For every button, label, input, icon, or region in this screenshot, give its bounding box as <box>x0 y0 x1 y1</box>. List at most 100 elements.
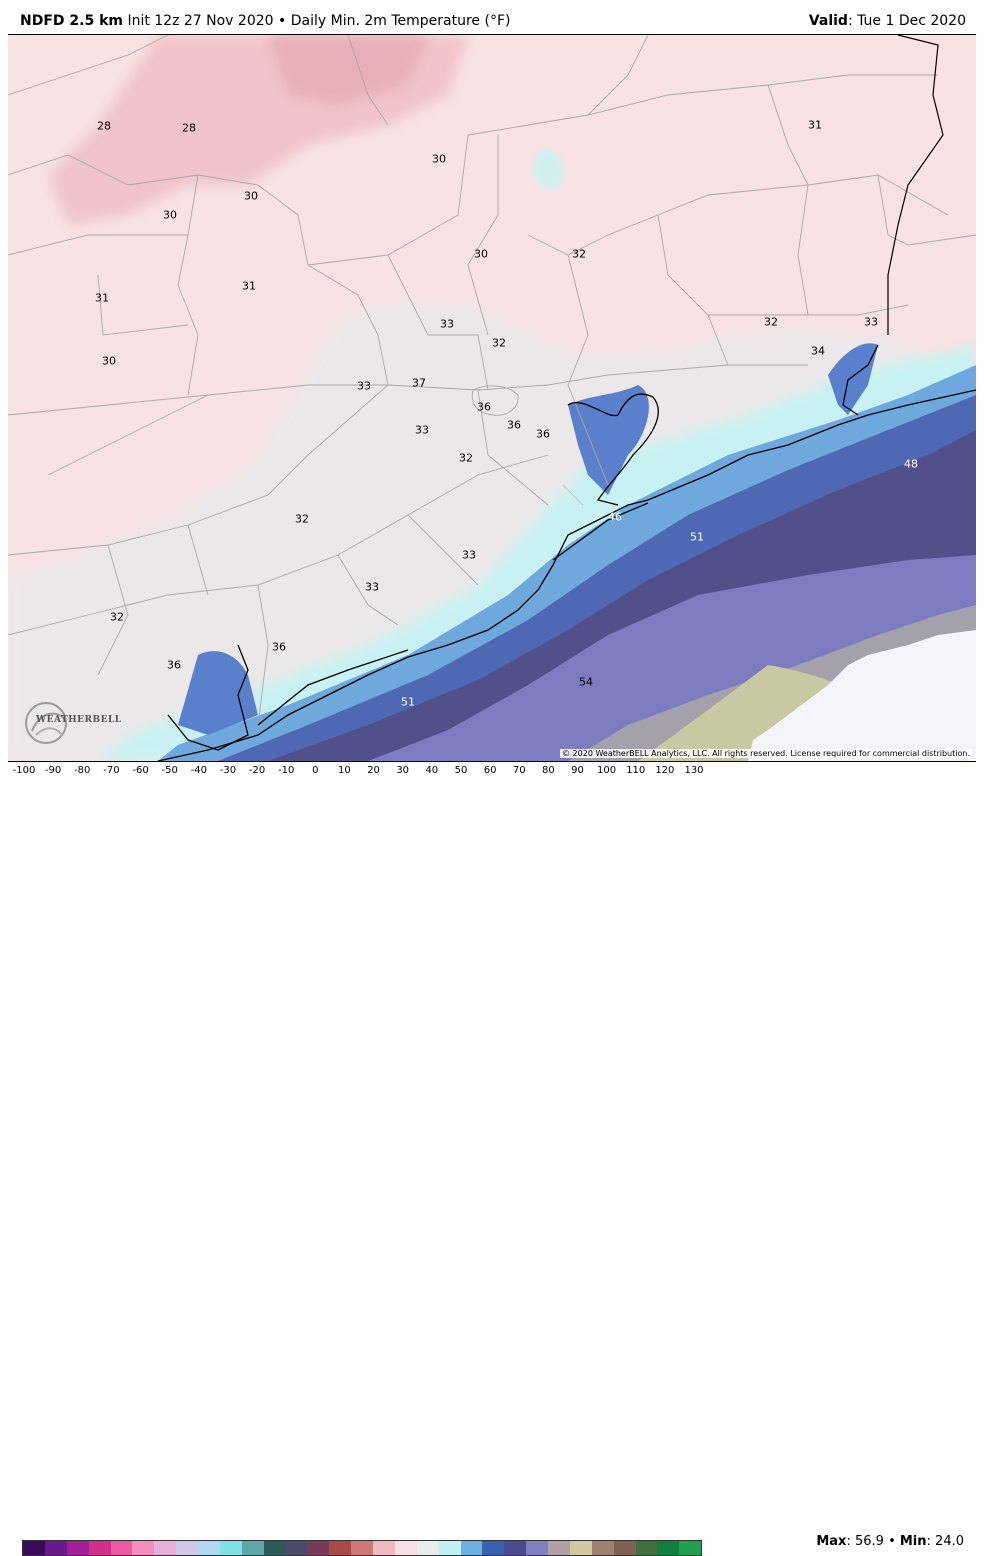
legend-tick-label: -90 <box>44 765 62 776</box>
logo-swirl-icon <box>25 702 67 744</box>
max-label: Max <box>816 1534 847 1549</box>
colorbar-segment <box>176 1541 198 1555</box>
colorbar-segment <box>132 1541 155 1555</box>
legend-tick-label: 50 <box>454 765 468 776</box>
offshore-blank <box>748 630 976 761</box>
model-name: NDFD 2.5 km <box>20 13 123 29</box>
legend-tick-label: 90 <box>571 765 584 776</box>
coldest-zone <box>268 35 428 105</box>
temperature-label: 30 <box>244 189 258 203</box>
temperature-label: 31 <box>95 291 109 305</box>
map-title: NDFD 2.5 km Init 12z 27 Nov 2020 • Daily… <box>20 13 510 29</box>
legend-tick-label: 70 <box>512 765 526 776</box>
temperature-label: 30 <box>474 247 488 261</box>
legend-tick-label: -100 <box>12 765 36 776</box>
legend-tick-label: 130 <box>684 765 704 776</box>
colorbar-segment <box>526 1541 548 1555</box>
legend-tick-label: 100 <box>597 765 617 776</box>
temperature-label: 30 <box>102 354 116 368</box>
colorbar-segment <box>460 1541 483 1555</box>
colorbar-segment <box>657 1541 680 1555</box>
temperature-label: 37 <box>412 376 426 390</box>
valid-time: Valid: Tue 1 Dec 2020 <box>809 13 966 29</box>
colorbar-segment <box>548 1541 570 1555</box>
legend-tick-label: -20 <box>248 765 266 776</box>
colorbar-segment <box>307 1541 330 1555</box>
colorbar-segment <box>263 1541 286 1555</box>
colorbar-segment <box>198 1541 220 1555</box>
legend-tick-label: -30 <box>219 765 237 776</box>
county-borders <box>8 35 976 726</box>
colorbar-segment <box>44 1541 67 1555</box>
temperature-label: 33 <box>864 315 878 329</box>
min-label: Min <box>899 1534 927 1549</box>
temperature-label: 30 <box>432 152 446 166</box>
colorbar <box>22 1540 702 1556</box>
temperature-map: 28 28 30 30 30 31 31 31 30 30 32 33 32 33 37 36 36 33 32 36… <box>8 34 976 762</box>
valid-label: Valid <box>808 13 848 29</box>
colorbar-segment <box>679 1541 702 1555</box>
colorbar-segment <box>635 1541 658 1555</box>
colorbar-segment <box>394 1541 417 1555</box>
temperature-label: 51 <box>401 695 415 709</box>
temperature-label: 36 <box>167 658 181 672</box>
sabine-lake <box>828 343 878 415</box>
legend-tick-label: 60 <box>483 765 497 776</box>
colorbar-segment <box>241 1541 264 1555</box>
legend-tick-label: 30 <box>396 765 410 776</box>
colorbar-segment <box>329 1541 352 1555</box>
header: NDFD 2.5 km Init 12z 27 Nov 2020 • Daily… <box>0 0 984 34</box>
grey-zone <box>8 300 938 761</box>
legend-tick-label: 120 <box>655 765 675 776</box>
temperature-label: 28 <box>182 121 196 135</box>
coastal-county-line <box>562 484 584 506</box>
temperature-label: 36 <box>536 427 550 441</box>
legend-tick-label: -40 <box>190 765 207 776</box>
legend-tick-label: 40 <box>425 765 439 776</box>
colorbar-segment <box>482 1541 505 1555</box>
colorbar-segment <box>285 1541 308 1555</box>
temperature-label: 33 <box>357 379 371 393</box>
max-min-summary: Max: 56.9 • Min: 24.0 <box>816 1534 964 1549</box>
colorbar-segment <box>23 1541 45 1555</box>
map-canvas <box>8 35 976 761</box>
legend-tick-label: -50 <box>161 765 178 776</box>
coastline <box>157 344 976 761</box>
colorbar-segment <box>351 1541 373 1555</box>
color-legend: -100 -90 -80 -70 -60 -50 -40 -30 -20 -10 0 10 20 30 40… <box>0 762 984 1556</box>
colorbar-segment <box>416 1541 439 1555</box>
temperature-label: 54 <box>579 675 593 689</box>
city-outline <box>471 385 519 416</box>
colorbar-segment <box>613 1541 636 1555</box>
colorbar-segment <box>504 1541 527 1555</box>
legend-tick-label: -60 <box>132 765 149 776</box>
state-border <box>887 35 944 335</box>
min-value: : 24.0 <box>926 1534 964 1549</box>
inland-cyan-patch <box>533 149 565 190</box>
colorbar-segment <box>88 1541 111 1555</box>
valid-value: : Tue 1 Dec 2020 <box>847 13 966 29</box>
colorbar-segment <box>154 1541 177 1555</box>
temperature-label: 28 <box>97 119 111 133</box>
colorbar-segment <box>66 1541 89 1555</box>
temperature-label: 36 <box>507 418 521 432</box>
temperature-label: 33 <box>462 548 476 562</box>
temperature-label: 32 <box>110 610 124 624</box>
legend-tick-label: -80 <box>74 765 91 776</box>
temperature-label: 30 <box>163 208 177 222</box>
temperature-label: 36 <box>272 640 286 654</box>
legend-tick-label: 20 <box>367 765 380 776</box>
logo-text: WEATHERBELL <box>36 715 122 725</box>
legend-tick-label: 110 <box>626 765 646 776</box>
temperature-label: 32 <box>459 451 473 465</box>
temperature-label: 32 <box>764 315 778 329</box>
colorbar-segment <box>569 1541 592 1555</box>
colorbar-segment <box>373 1541 395 1555</box>
colorbar-segment <box>591 1541 614 1555</box>
temperature-label: 46 <box>608 510 622 524</box>
maxmin-bullet: • <box>888 1534 896 1549</box>
temperature-label: 34 <box>811 344 825 358</box>
temperature-label: 32 <box>295 512 309 526</box>
temperature-label: 51 <box>690 530 704 544</box>
temperature-label: 32 <box>572 247 586 261</box>
